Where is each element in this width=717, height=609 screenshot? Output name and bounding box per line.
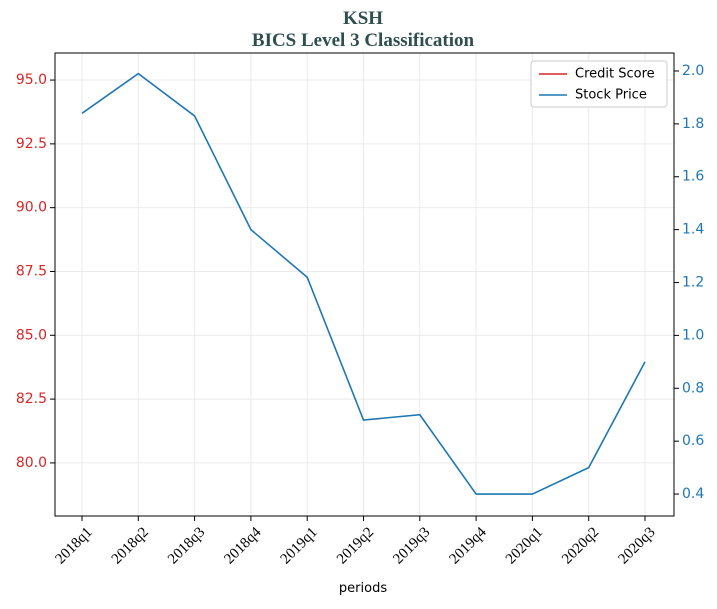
y2-tick-label: 0.8 [682, 380, 704, 396]
plot-frame [54, 52, 675, 517]
x-tick-label: 2018q4 [221, 524, 264, 567]
y2-tick-label: 1.0 [682, 327, 704, 343]
y-tick-label: 80.0 [16, 455, 47, 471]
x-tick-label: 2020q1 [503, 524, 546, 567]
x-axis-label: periods [339, 581, 387, 596]
x-tick-label: 2018q1 [52, 524, 95, 567]
x-tick-label: 2019q3 [390, 524, 433, 567]
y2-tick-label: 2.0 [682, 63, 704, 79]
y-tick-label: 92.5 [16, 136, 47, 152]
x-tick-label: 2019q1 [278, 524, 321, 567]
y2-tick-label: 1.6 [682, 169, 704, 185]
y-tick-label: 85.0 [16, 327, 47, 343]
x-tick-label: 2019q2 [334, 524, 377, 567]
y2-tick-label: 1.4 [682, 222, 704, 238]
y-tick-label: 87.5 [16, 263, 47, 279]
y2-tick-label: 0.6 [682, 433, 704, 449]
x-tick-label: 2019q4 [447, 524, 490, 567]
legend-label: Credit Score [575, 67, 655, 82]
legend-label: Stock Price [575, 88, 647, 103]
chart-subtitle: BICS Level 3 Classification [252, 30, 475, 51]
y2-tick-label: 1.8 [682, 116, 704, 132]
legend: Credit Score Stock Price [530, 60, 668, 108]
y-tick-label: 90.0 [16, 200, 47, 216]
x-tick-label: 2020q3 [615, 524, 658, 567]
x-tick-label: 2020q2 [559, 524, 602, 567]
y-tick-label: 95.0 [16, 72, 47, 88]
y2-tick-label: 1.2 [682, 275, 704, 291]
x-tick-label: 2018q2 [109, 524, 152, 567]
y-tick-label: 82.5 [16, 391, 47, 407]
y2-tick-label: 0.4 [682, 486, 704, 502]
chart-title: KSH [343, 8, 383, 29]
line-series [81, 72, 646, 495]
x-tick-label: 2018q3 [165, 524, 208, 567]
